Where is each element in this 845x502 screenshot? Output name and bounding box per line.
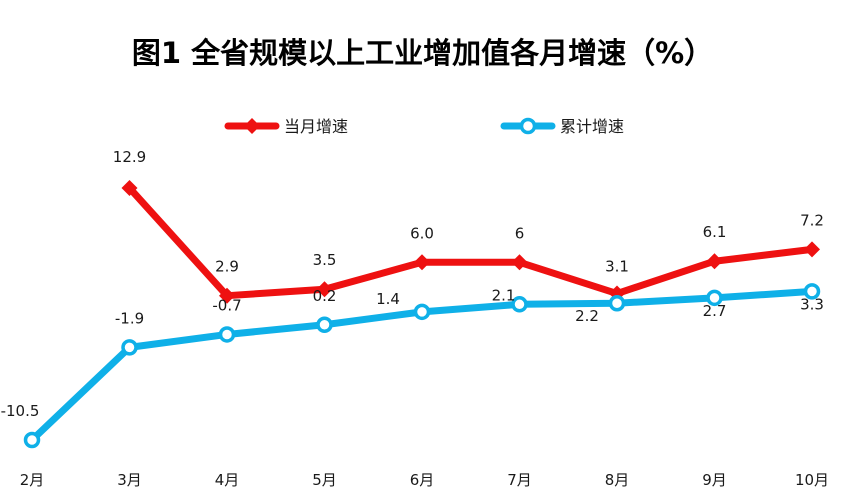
data-label: 3.1 <box>605 258 629 276</box>
data-point <box>804 241 820 258</box>
data-label: 3.5 <box>313 251 337 269</box>
data-label: -1.9 <box>115 309 144 327</box>
data-label: 2.1 <box>492 286 516 304</box>
data-point <box>121 180 138 196</box>
data-label: 2.2 <box>575 307 599 325</box>
data-label: 12.9 <box>113 148 146 166</box>
data-label: 7.2 <box>800 211 824 229</box>
x-tick-label: 4月 <box>215 471 240 489</box>
data-point <box>121 339 138 356</box>
data-point <box>414 254 430 271</box>
data-point <box>706 289 723 307</box>
data-label: 0.2 <box>313 287 337 305</box>
data-label: 2.7 <box>703 302 727 320</box>
data-label: 1.4 <box>376 290 400 308</box>
x-axis-ticks: 2月 3月 4月 5月 6月 7月 8月 9月 10月 <box>20 471 829 489</box>
series-markers <box>23 180 821 449</box>
data-label: 6.1 <box>703 223 727 241</box>
data-label: 6.0 <box>410 224 434 242</box>
x-tick-label: 10月 <box>795 471 829 489</box>
x-tick-label: 2月 <box>20 471 45 489</box>
x-tick-label: 9月 <box>702 471 727 489</box>
x-tick-label: 8月 <box>605 471 630 489</box>
data-point <box>316 281 333 298</box>
data-point <box>511 296 528 313</box>
chart-title: 图1 全省规模以上工业增加值各月增速（%） <box>131 36 714 70</box>
data-label: 6 <box>515 224 525 242</box>
x-tick-label: 6月 <box>410 471 435 489</box>
data-point <box>218 326 236 343</box>
legend-swatch-marker <box>244 118 260 134</box>
data-point <box>511 254 528 271</box>
legend: 当月增速 累计增速 <box>224 117 624 136</box>
x-tick-label: 7月 <box>507 471 532 489</box>
data-label: 2.9 <box>215 258 239 276</box>
data-labels: 12.9 2.9 3.5 6.0 6 3.1 6.1 7.2 -10.5 -1.9 -0.7 0.2 1… <box>1 148 824 420</box>
data-label: -0.7 <box>212 296 241 314</box>
data-point <box>413 303 431 321</box>
data-point <box>803 283 821 300</box>
legend-label-cumulative: 累计增速 <box>560 117 624 136</box>
data-point <box>316 316 333 334</box>
data-point <box>706 253 723 270</box>
x-tick-label: 3月 <box>117 471 142 489</box>
data-point <box>219 287 235 304</box>
data-label: -10.5 <box>1 402 40 420</box>
data-point <box>23 431 41 449</box>
data-point <box>608 294 626 312</box>
x-tick-label: 5月 <box>312 471 337 489</box>
data-label: 3.3 <box>800 295 824 313</box>
legend-swatch-marker <box>519 117 537 135</box>
legend-label-monthly: 当月增速 <box>284 117 348 136</box>
series-line-monthly <box>126 184 816 300</box>
